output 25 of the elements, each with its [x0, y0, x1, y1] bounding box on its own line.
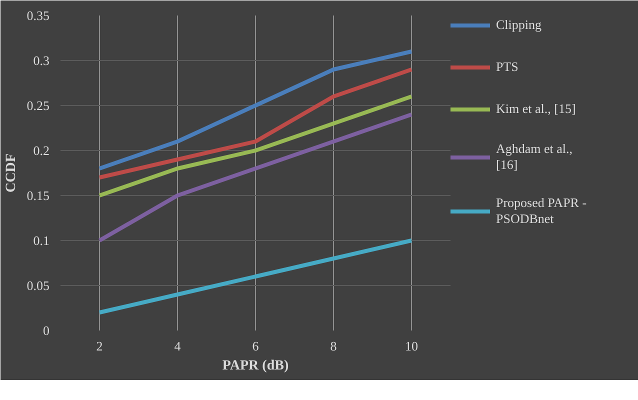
x-tick-label: 4 [174, 338, 182, 354]
y-axis-title: CCDF [4, 154, 19, 192]
line-series [98, 112, 414, 242]
x-tick-label: 8 [330, 338, 337, 354]
x-tick-label: 10 [405, 338, 418, 354]
x-tick-label: 2 [96, 338, 103, 354]
line-series [98, 94, 414, 198]
y-tick-label: 0.15 [26, 188, 50, 203]
legend-label: PTS [496, 59, 520, 75]
y-tick-label: 0.1 [33, 233, 50, 248]
y-tick-label: 0.25 [26, 98, 50, 113]
y-tick-label: 0.35 [26, 8, 50, 23]
line-series [98, 68, 414, 180]
y-tick-label: 0.3 [33, 53, 50, 68]
y-tick-label: 0 [43, 323, 50, 338]
x-tick-label: 6 [252, 338, 260, 354]
legend-label: Aghdam et al., [16] [496, 141, 574, 173]
y-tick-label: 0.2 [33, 143, 50, 158]
legend-label: Proposed PAPR - PSODBnet [496, 195, 588, 227]
legend-label: Clipping [496, 17, 543, 33]
line-series [98, 50, 414, 170]
y-tick-label: 0.05 [26, 278, 50, 293]
x-axis-title: PAPR (dB) [222, 358, 289, 374]
line-series [98, 238, 414, 314]
legend-label: Kim et al., [15] [496, 101, 577, 117]
